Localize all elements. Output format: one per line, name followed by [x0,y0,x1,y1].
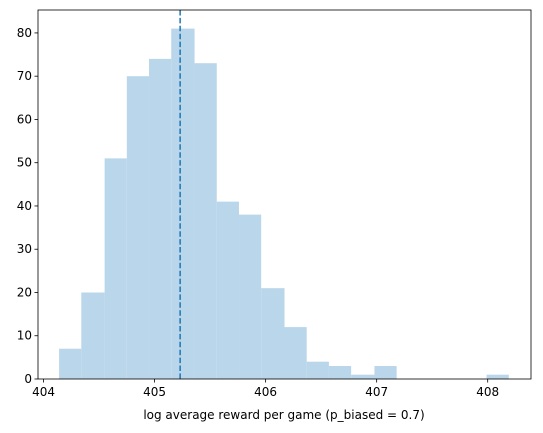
x-tick-label: 407 [365,385,388,399]
bar [351,374,375,379]
y-tick-label: 70 [17,69,32,83]
bar [171,28,195,379]
y-tick-label: 40 [17,199,32,213]
y-tick-label: 80 [17,26,32,40]
bar [328,366,352,379]
bar [59,348,82,379]
y-tick-label: 20 [17,285,32,299]
bar [126,76,150,379]
axes-frame [37,9,532,380]
bar [104,158,127,379]
bar [261,288,285,379]
y-tick-label: 10 [17,329,32,343]
bar [306,361,329,379]
y-tick-label: 30 [17,242,32,256]
bar [374,366,397,379]
bar [284,327,307,379]
bar [149,58,172,380]
y-tick-label: 60 [17,112,32,126]
y-tick-label: 50 [17,156,32,170]
bar [486,374,509,379]
bar [238,214,262,379]
x-axis-label: log average reward per game (p_biased = … [143,408,424,422]
x-tick-label: 406 [254,385,277,399]
x-tick-label: 404 [32,385,55,399]
y-tick-label: 0 [24,372,32,386]
x-tick-label: 405 [143,385,166,399]
bar [194,63,217,379]
bar [216,201,239,379]
bar [81,292,105,379]
x-tick-label: 408 [476,385,499,399]
